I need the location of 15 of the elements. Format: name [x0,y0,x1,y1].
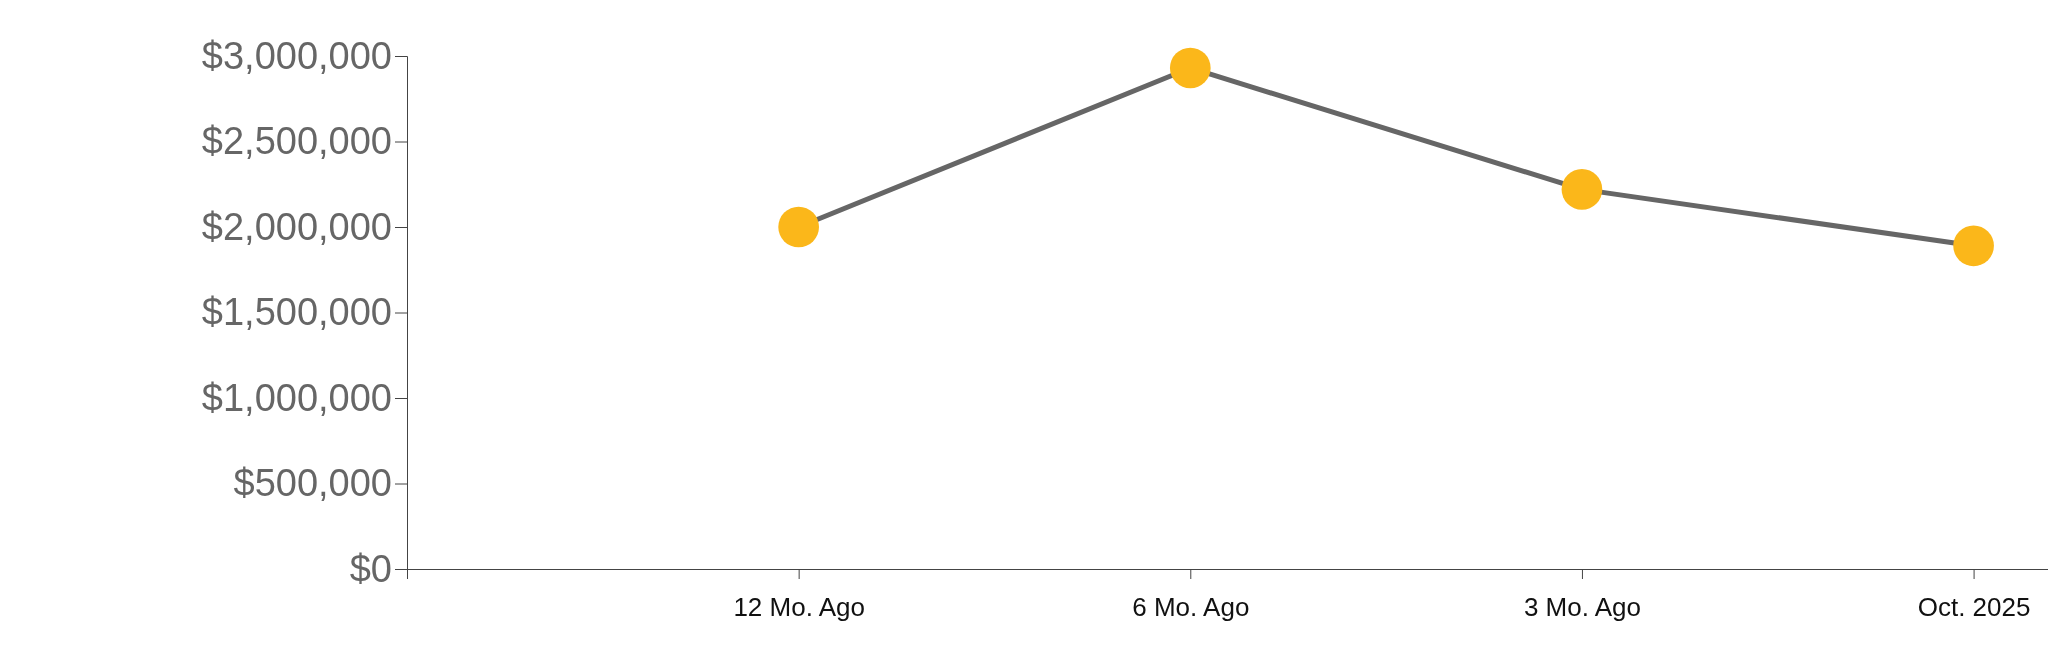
x-tick-label: Oct. 2025 [1917,591,2031,622]
x-tick-label: 3 Mo. Ago [1523,591,1641,622]
y-tick-label: $500,000 [233,462,392,505]
y-tick-label: $0 [349,547,392,590]
y-tick-label: $1,500,000 [201,291,392,334]
y-tick-label: $2,000,000 [201,205,392,248]
y-tick-label: $2,500,000 [201,120,392,163]
point [1953,225,1994,267]
y-tick-label: $3,000,000 [201,34,392,77]
y-tick-label: $1,000,000 [201,376,392,419]
point [778,206,819,248]
point [1561,169,1603,210]
x-tick-label: 12 Mo. Ago [733,591,865,622]
point [1169,47,1211,89]
x-tick-label: 6 Mo. Ago [1132,591,1250,622]
